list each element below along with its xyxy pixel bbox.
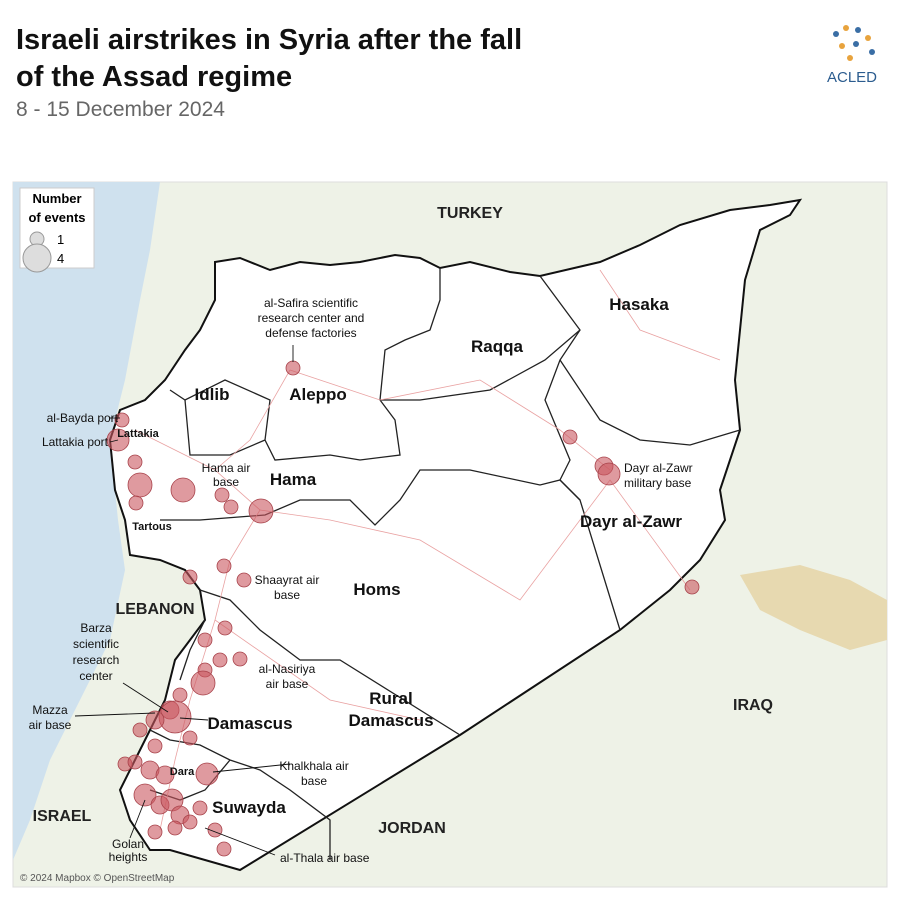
region-label: Idlib: [195, 385, 230, 404]
region-label: Dara: [170, 766, 195, 778]
annotation: al-Nasiriya: [259, 662, 316, 676]
annotation: Dayr al-Zawr: [624, 461, 693, 475]
logo-text: ACLED: [827, 69, 877, 86]
sea: [13, 182, 160, 860]
desert: [740, 565, 887, 650]
legend-symbol: [22, 243, 52, 273]
country-label: IRAQ: [733, 697, 773, 714]
annotation: Shaayrat air: [255, 573, 320, 587]
region-label: Lattakia: [117, 428, 159, 440]
region-label: Raqqa: [471, 337, 524, 356]
annotation: al-Thala air base: [280, 851, 370, 865]
map: TURKEY LEBANON ISRAEL JORDAN IRAQ Idlib Aleppo…: [12, 181, 888, 888]
annotation: al-Bayda port: [47, 411, 119, 425]
syria: [108, 198, 803, 872]
annotation: Hama air: [202, 461, 251, 475]
region-label: Hama: [270, 470, 317, 489]
annotation: Khalkhala air: [279, 759, 348, 773]
country-label: TURKEY: [437, 205, 503, 222]
legend-item: 1: [57, 232, 64, 247]
annotation: base: [301, 774, 327, 788]
leaders: [74, 345, 294, 856]
region-label: Homs: [353, 580, 400, 599]
annotation: Lattakia port: [42, 435, 109, 449]
annotation: air base: [266, 677, 309, 691]
annotation: air base: [29, 718, 72, 732]
region-label: Rural: [369, 689, 412, 708]
annotation: Golan: [112, 837, 144, 851]
subtitle: 8 - 15 December 2024: [16, 98, 225, 121]
region-label: Suwayda: [212, 798, 286, 817]
country-label: LEBANON: [115, 601, 194, 618]
region-label: Damascus: [348, 711, 433, 730]
legend-item: 4: [57, 251, 64, 266]
region-label: Hasaka: [609, 295, 669, 314]
region-label: Tartous: [132, 521, 172, 533]
annotation: research: [73, 653, 120, 667]
roads: [134, 269, 721, 831]
annotation: Mazza: [32, 703, 68, 717]
annotation: defense factories: [265, 326, 356, 340]
legend-title: of events: [28, 210, 85, 225]
country-label: JORDAN: [378, 820, 446, 837]
logo: ACLED: [827, 25, 877, 86]
country-label: ISRAEL: [33, 808, 92, 825]
region-label: Damascus: [207, 714, 292, 733]
annotation: al-Safira scientific: [264, 296, 358, 310]
annotation: scientific: [73, 637, 119, 651]
credit: © 2024 Mapbox © OpenStreetMap: [20, 873, 175, 884]
title: of the Assad regime: [16, 61, 292, 93]
title: Israeli airstrikes in Syria after the fa…: [16, 24, 522, 56]
events: [106, 360, 700, 857]
annotation: heights: [109, 850, 148, 864]
annotation: base: [213, 475, 239, 489]
annotation: base: [274, 588, 300, 602]
region-label: Aleppo: [289, 385, 347, 404]
legend-title: Number: [32, 191, 81, 206]
annotation: military base: [624, 476, 692, 490]
region-label: Dayr al-Zawr: [580, 512, 682, 531]
annotation: center: [79, 669, 112, 683]
annotation: research center and: [258, 311, 365, 325]
annotation: Barza: [80, 621, 112, 635]
